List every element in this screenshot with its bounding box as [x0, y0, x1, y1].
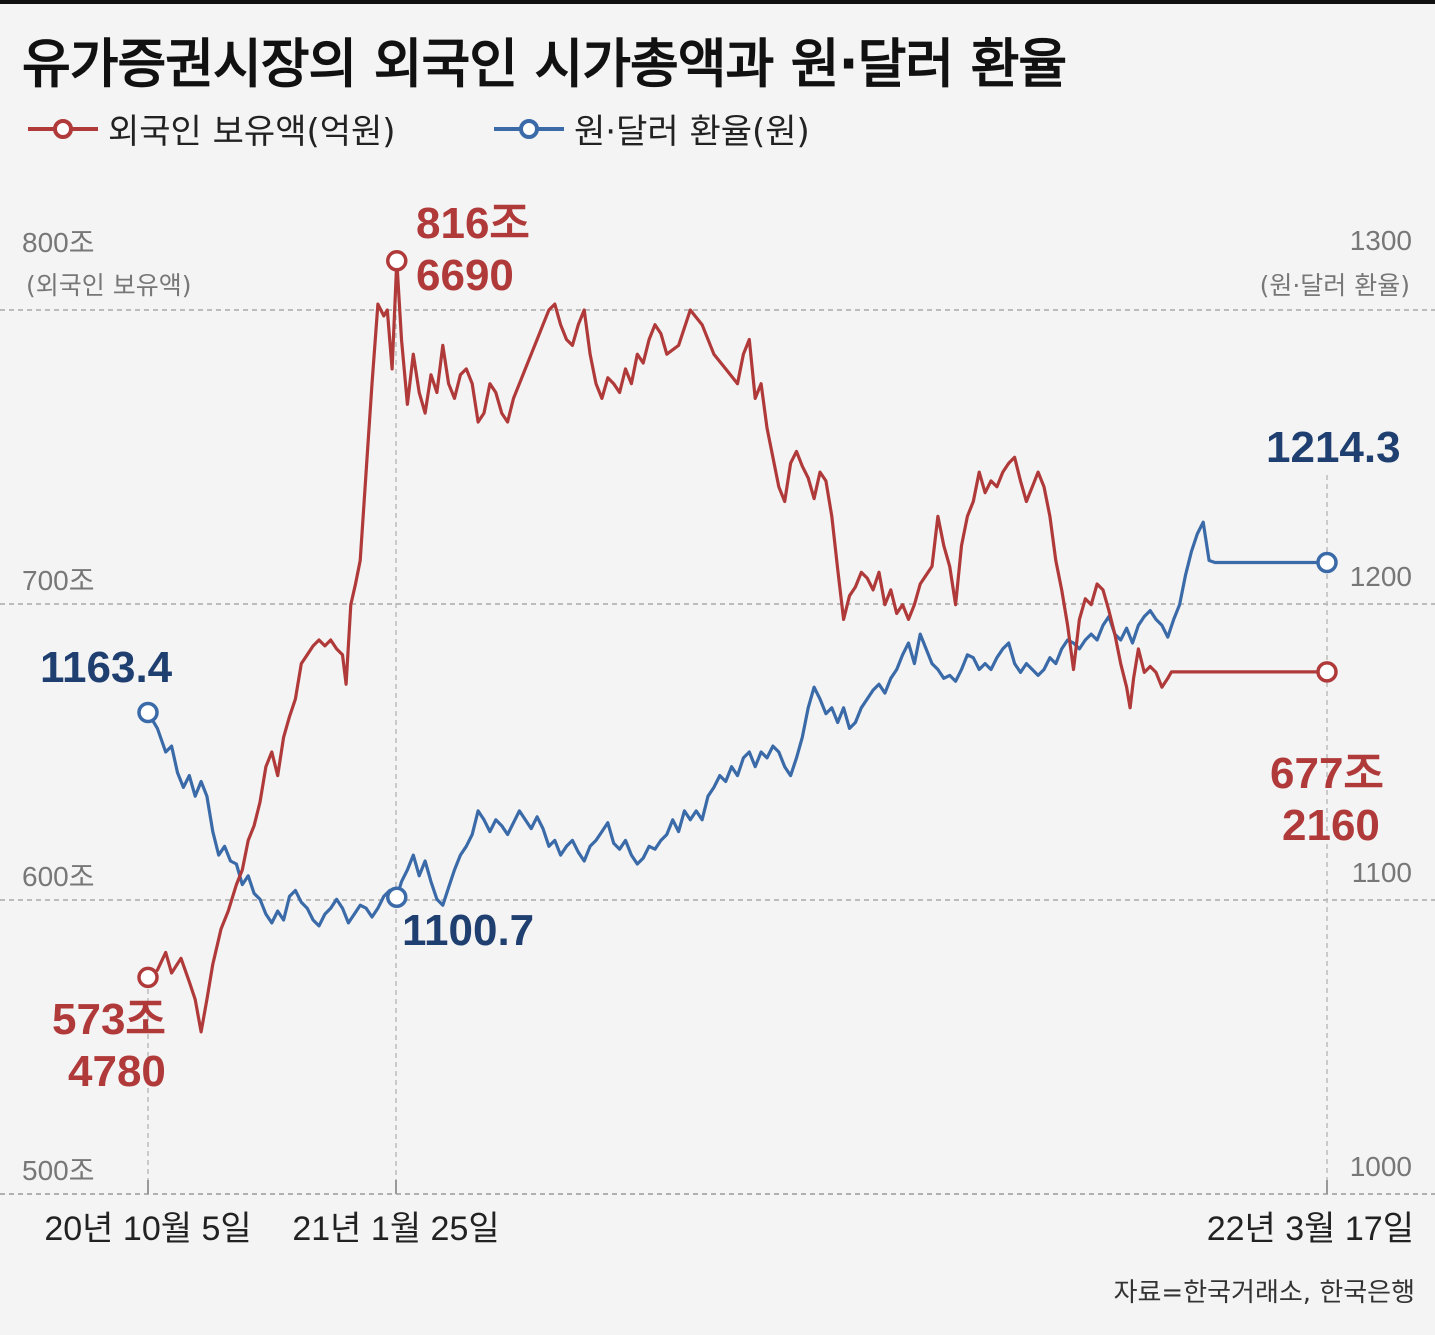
x-label-low: 21년 1월 25일: [292, 1210, 499, 1248]
fx-low-marker: [386, 886, 408, 909]
top-rule: [0, 0, 1435, 4]
fx-end-label: 1214.3: [1266, 423, 1401, 472]
left-tick-800: 800조: [22, 227, 94, 258]
foreign-end-label-1: 677조: [1270, 749, 1384, 798]
left-axis-label: (외국인 보유액): [26, 271, 191, 300]
foreign-start-label-2: 4780: [68, 1047, 166, 1096]
legend-fx-marker-icon: [494, 118, 564, 139]
foreign-peak-label-2: 6690: [416, 251, 514, 300]
legend-fx: 원·달러 환율(원): [492, 104, 810, 153]
fx-start-marker: [137, 701, 159, 724]
right-tick-1100: 1100: [1352, 857, 1412, 888]
right-axis-label: (원·달러 환율): [1260, 271, 1410, 300]
foreign-start-label-1: 573조: [52, 995, 166, 1044]
right-tick-1200: 1200: [1350, 561, 1412, 592]
left-tick-500: 500조: [22, 1155, 94, 1186]
legend-foreign: 외국인 보유액(억원): [26, 104, 396, 153]
x-label-end: 22년 3월 17일: [1207, 1210, 1414, 1248]
foreign-start-marker: [137, 966, 159, 989]
fx-start-label: 1163.4: [40, 643, 173, 692]
series-line-foreign: [147, 259, 1327, 1034]
legend-foreign-label: 외국인 보유액(억원): [108, 112, 396, 152]
fx-low-label: 1100.7: [402, 906, 534, 955]
x-label-start: 20년 10월 5일: [44, 1210, 251, 1248]
foreign-peak-marker: [386, 250, 408, 272]
fx-end-marker: [1316, 551, 1338, 574]
series-line-fx: [146, 520, 1327, 928]
foreign-end-marker: [1316, 661, 1338, 683]
chart-title: 유가증권시장의 외국인 시가총액과 원·달러 환율: [22, 34, 1067, 95]
legend-foreign-marker-icon: [28, 118, 98, 139]
foreign-peak-label-1: 816조: [416, 199, 530, 248]
legend-fx-label: 원·달러 환율(원): [574, 112, 810, 152]
source-note: 자료=한국거래소, 한국은행: [1113, 1278, 1415, 1308]
right-tick-1000: 1000: [1350, 1151, 1412, 1182]
foreign-end-label-2: 2160: [1282, 801, 1380, 850]
left-tick-700: 700조: [22, 565, 94, 596]
right-tick-1300: 1300: [1350, 225, 1412, 256]
left-tick-600: 600조: [22, 861, 94, 892]
